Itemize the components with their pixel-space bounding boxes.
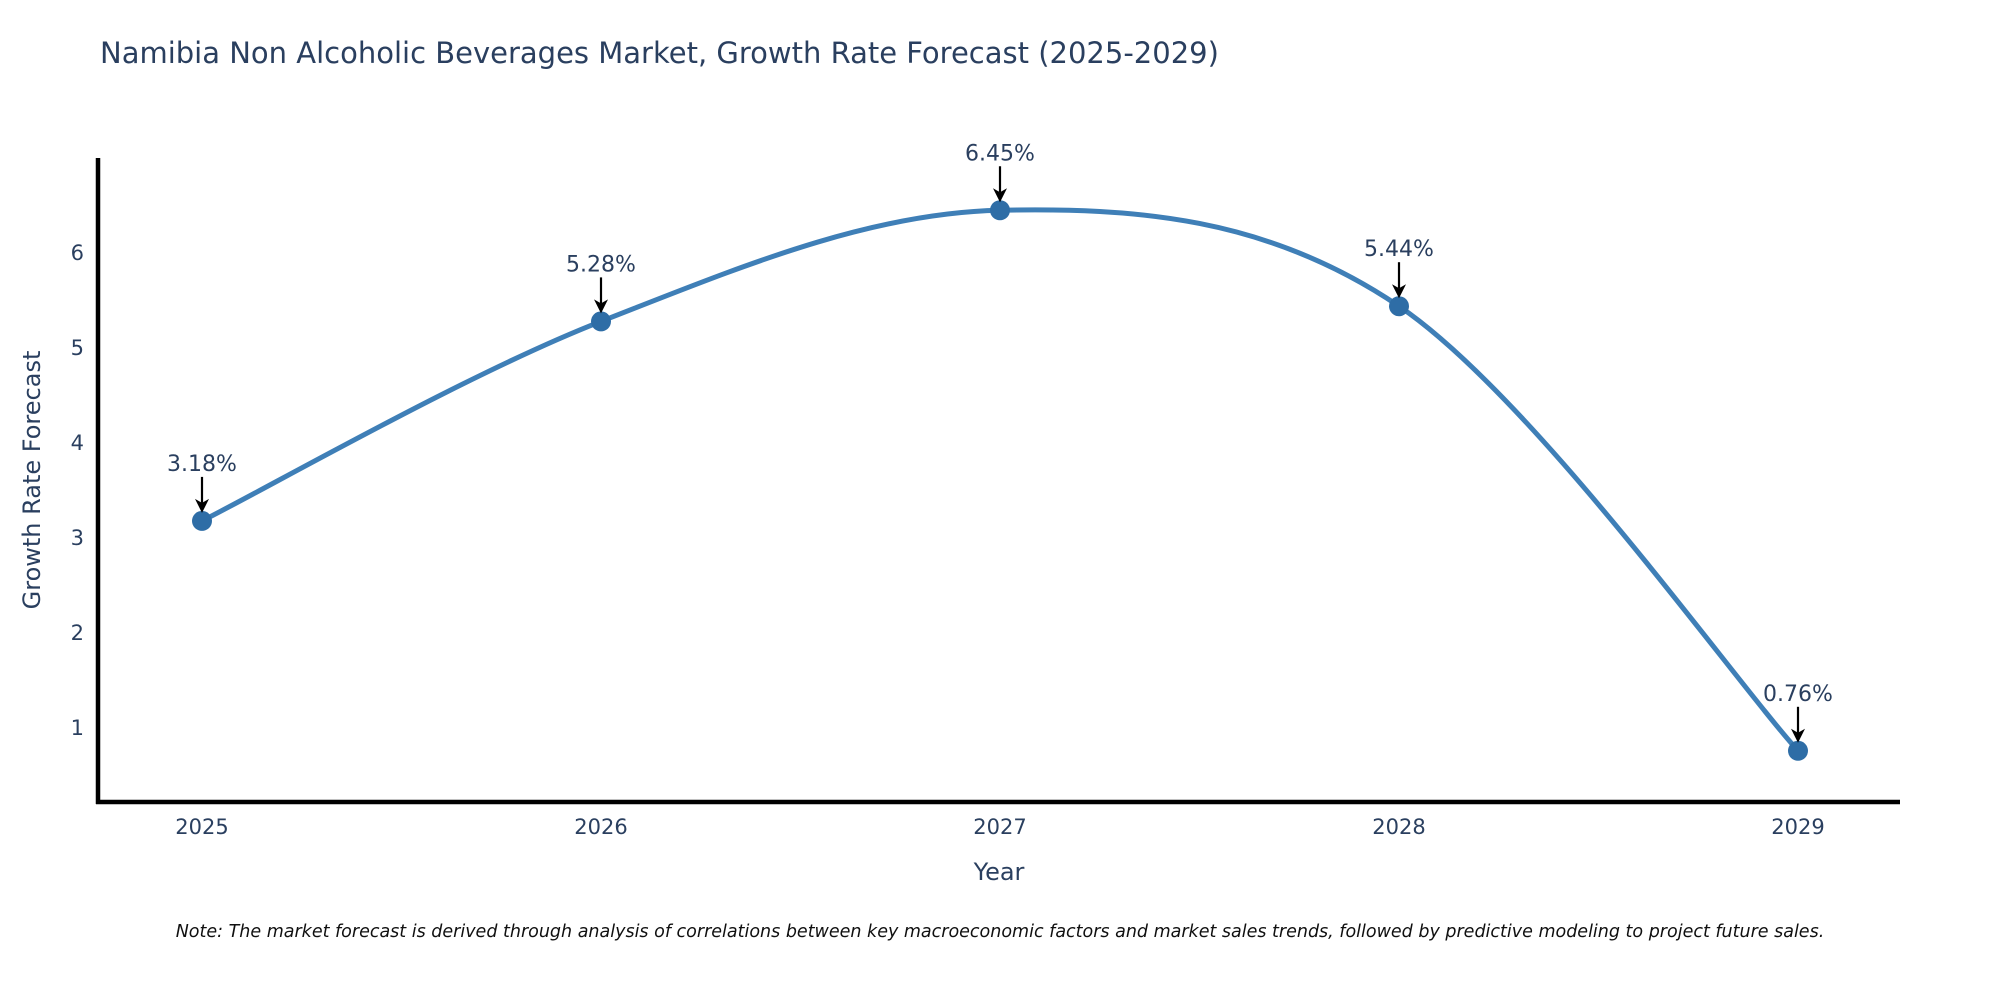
x-tick-label: 2029	[1771, 815, 1824, 839]
annotation-label: 5.44%	[1364, 237, 1434, 262]
y-tick-label: 2	[71, 621, 84, 645]
annotation-arrowhead-icon	[1791, 728, 1805, 743]
annotation-arrowhead-icon	[1392, 284, 1406, 299]
annotation-arrowhead-icon	[993, 188, 1007, 203]
x-axis-title: Year	[973, 858, 1025, 886]
y-tick-label: 5	[71, 336, 84, 360]
x-tick-label: 2025	[175, 815, 228, 839]
x-tick-label: 2026	[574, 815, 627, 839]
y-tick-label: 6	[71, 241, 84, 265]
y-tick-label: 3	[71, 526, 84, 550]
annotation-arrowhead-icon	[195, 498, 209, 513]
data-point-marker[interactable]	[192, 510, 212, 531]
data-point-marker[interactable]	[1788, 740, 1808, 761]
data-point-marker[interactable]	[990, 200, 1010, 221]
y-tick-label: 1	[71, 716, 84, 740]
y-axis-title: Growth Rate Forecast	[18, 350, 46, 610]
annotation-label: 0.76%	[1763, 682, 1833, 707]
chart-title: Namibia Non Alcoholic Beverages Market, …	[100, 36, 1219, 70]
annotation-arrowhead-icon	[594, 299, 608, 314]
data-point-marker[interactable]	[591, 311, 611, 332]
annotation-label: 5.28%	[566, 252, 636, 277]
data-point-marker[interactable]	[1389, 296, 1409, 317]
annotation-label: 6.45%	[965, 141, 1035, 166]
x-tick-label: 2028	[1372, 815, 1425, 839]
forecast-line	[199, 207, 1801, 754]
x-tick-label: 2027	[973, 815, 1026, 839]
y-tick-label: 4	[71, 431, 84, 455]
footnote: Note: The market forecast is derived thr…	[175, 922, 1825, 942]
annotation-label: 3.18%	[167, 452, 237, 477]
